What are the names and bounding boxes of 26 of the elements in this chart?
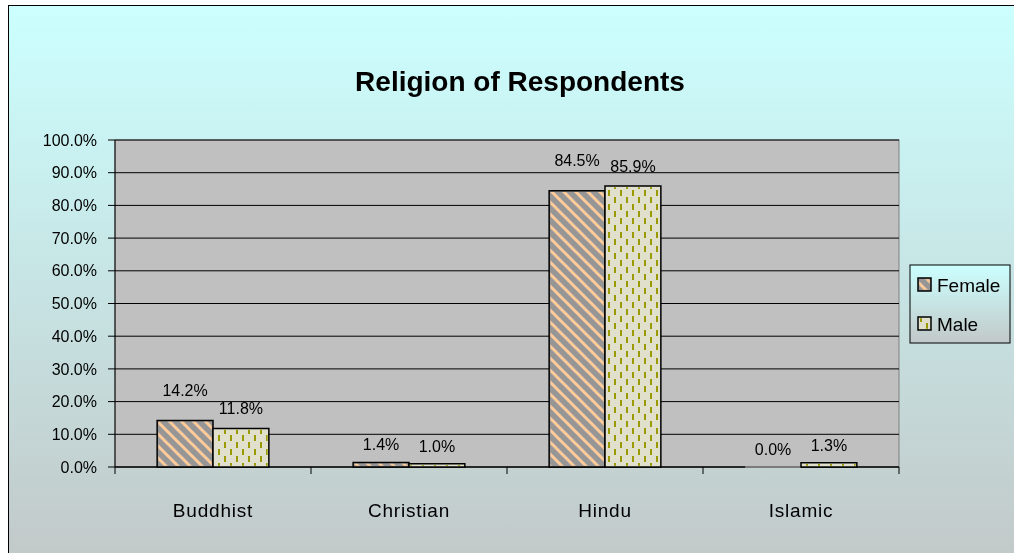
data-label: 1.0%	[418, 437, 456, 455]
data-label: 84.5%	[554, 151, 600, 169]
x-tick-label: Buddhist	[172, 500, 254, 521]
y-tick-label: 0.0%	[60, 458, 97, 476]
y-tick-label: 20.0%	[51, 393, 97, 411]
legend-label: Male	[937, 314, 979, 335]
y-tick-label: 50.0%	[51, 295, 97, 313]
data-label: 11.8%	[218, 400, 264, 418]
data-label: 0.0%	[754, 441, 792, 458]
y-tick-label: 10.0%	[51, 425, 97, 443]
y-tick-label: 40.0%	[51, 327, 97, 345]
chart-title: Religion of Respondents	[355, 66, 685, 97]
x-tick-label: Hindu	[578, 500, 632, 521]
y-tick-label: 90.0%	[51, 164, 97, 182]
data-label: 1.4%	[362, 436, 400, 454]
y-tick-label: 80.0%	[51, 197, 97, 214]
x-tick-label: Islamic	[768, 500, 834, 521]
legend-label: Female	[937, 275, 1001, 296]
x-tick-label: Christian	[367, 500, 451, 521]
y-tick-label: 70.0%	[51, 229, 97, 247]
y-tick-label: 60.0%	[51, 262, 97, 280]
data-label: 1.3%	[810, 436, 848, 454]
y-tick-label: 30.0%	[51, 360, 97, 378]
data-label: 85.9%	[610, 158, 656, 176]
data-label: 14.2%	[162, 381, 208, 399]
y-tick-label: 100.0%	[42, 131, 97, 149]
